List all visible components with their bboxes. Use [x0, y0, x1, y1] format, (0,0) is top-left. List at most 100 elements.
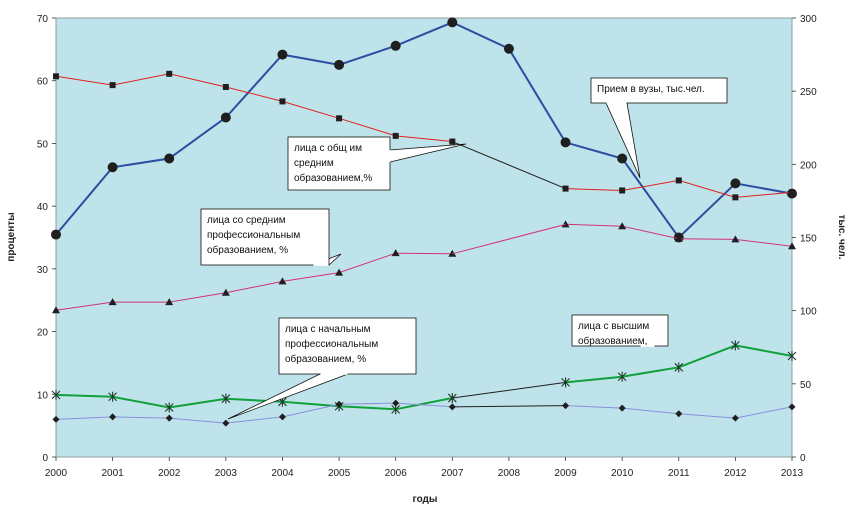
x-tick-label: 2013: [781, 468, 804, 479]
callout-box: [571, 314, 669, 347]
callouts: Прием в вузы, тыс.чел. лица с общ им средн…: [200, 77, 728, 420]
x-tick-label: 2003: [215, 468, 238, 479]
data-point-secondary_prof: [618, 222, 627, 230]
x-tick-label: 2002: [158, 468, 181, 479]
series-higher: [51, 340, 797, 415]
data-point-admission: [164, 153, 175, 164]
data-point-primary_prof: [731, 414, 739, 422]
data-point-admission: [503, 43, 514, 54]
callout-secondary_prof: лица со средним профессиональным образован…: [200, 208, 342, 266]
y-tick-label-right: 250: [800, 87, 817, 98]
series-secondary_prof: [52, 220, 796, 314]
x-tick-label: 2008: [498, 468, 521, 479]
data-point-primary_prof: [52, 415, 60, 423]
data-point-general: [789, 189, 795, 196]
data-point-admission: [220, 112, 231, 123]
data-point-primary_prof: [109, 413, 117, 421]
data-point-general: [109, 82, 116, 89]
data-point-higher: [108, 391, 118, 402]
data-point-secondary_prof: [278, 277, 287, 285]
data-point-higher: [787, 351, 797, 362]
data-point-admission: [447, 17, 458, 28]
series-general: [53, 70, 795, 201]
data-point-general: [222, 83, 229, 90]
data-point-secondary_prof: [335, 268, 344, 276]
data-point-admission: [617, 153, 628, 164]
x-tick-label: 2012: [724, 468, 747, 479]
series-admission: [51, 17, 797, 243]
data-point-admission: [51, 229, 61, 240]
callout-text-line: лица с общ им: [294, 142, 362, 154]
callout-text-line: образованием, %: [285, 353, 366, 365]
y-tick-label-left: 30: [37, 265, 49, 276]
x-tick-label: 2004: [271, 468, 294, 479]
callout-text-line: профессиональным: [207, 229, 300, 241]
data-point-higher: [221, 393, 231, 404]
data-point-secondary_prof: [731, 235, 740, 243]
y-tick-label-right: 150: [800, 234, 817, 245]
callout-seam: [388, 149, 392, 163]
data-point-primary_prof: [788, 403, 796, 411]
callout-text-line: образованием,: [578, 335, 647, 347]
data-point-primary_prof: [165, 414, 173, 422]
data-point-secondary_prof: [788, 242, 796, 250]
y-axis-title-left: проценты: [6, 212, 17, 261]
x-tick-label: 2011: [668, 468, 690, 479]
x-tick-label: 2001: [101, 468, 124, 479]
data-point-admission: [390, 40, 401, 51]
data-point-general: [166, 70, 173, 77]
callout-box: [287, 136, 391, 191]
data-point-general: [732, 194, 739, 201]
data-point-general: [675, 177, 682, 184]
data-point-general: [619, 187, 626, 194]
data-point-higher: [51, 389, 61, 400]
data-point-general: [53, 73, 59, 80]
callout-text-line: лица со средним: [207, 215, 286, 226]
y-tick-label-left: 70: [37, 14, 49, 25]
y-tick-label-left: 50: [37, 139, 49, 150]
data-point-secondary_prof: [674, 234, 683, 242]
y-tick-label-left: 0: [42, 453, 48, 464]
x-tick-label: 2000: [45, 468, 68, 479]
gap-connector-higher: [452, 381, 566, 399]
data-point-higher: [617, 371, 627, 382]
callout-text-line: Прием в вузы, тыс.чел.: [597, 84, 705, 95]
gap-connector-general: [452, 141, 566, 190]
callout-text-line: профессиональным: [285, 338, 378, 350]
callout-general: лица с общ им средним образованием,%: [287, 136, 467, 191]
callout-text-line: образованием,%: [294, 172, 372, 184]
callout-box: [278, 317, 417, 375]
callout-box: [200, 208, 330, 266]
x-axis-title: годы: [413, 494, 438, 505]
data-point-secondary_prof: [52, 306, 60, 314]
y-tick-label-right: 50: [800, 380, 812, 391]
data-point-general: [279, 98, 286, 105]
y-tick-label-left: 40: [37, 202, 49, 213]
data-point-primary_prof: [392, 399, 400, 407]
data-point-primary_prof: [278, 413, 286, 421]
callout-admission: Прием в вузы, тыс.чел.: [590, 77, 728, 179]
callout-text-line: лица с начальным: [285, 324, 371, 335]
y-tick-label-right: 0: [800, 453, 806, 464]
data-point-primary_prof: [335, 400, 343, 408]
data-point-admission: [107, 162, 118, 173]
data-point-secondary_prof: [165, 298, 174, 306]
x-tick-label: 2005: [328, 468, 351, 479]
data-point-higher: [674, 362, 684, 373]
data-point-primary_prof: [675, 410, 683, 418]
y-tick-label-right: 200: [800, 160, 817, 171]
data-point-admission: [730, 178, 741, 189]
gap-connector-primary_prof: [452, 405, 566, 408]
data-point-secondary_prof: [391, 249, 400, 257]
callout-text-line: средним: [294, 158, 334, 169]
gap-connector-secondary_prof: [452, 223, 566, 255]
series-primary_prof: [52, 399, 796, 427]
callout-primary_prof: лица с начальным профессиональным образова…: [227, 317, 417, 420]
callout-text-line: лица с высшим: [578, 321, 649, 332]
y-tick-label-left: 60: [37, 77, 49, 88]
series-layer: [51, 17, 797, 427]
data-point-general: [336, 115, 343, 122]
data-point-secondary_prof: [108, 298, 117, 306]
x-tick-label: 2006: [385, 468, 408, 479]
